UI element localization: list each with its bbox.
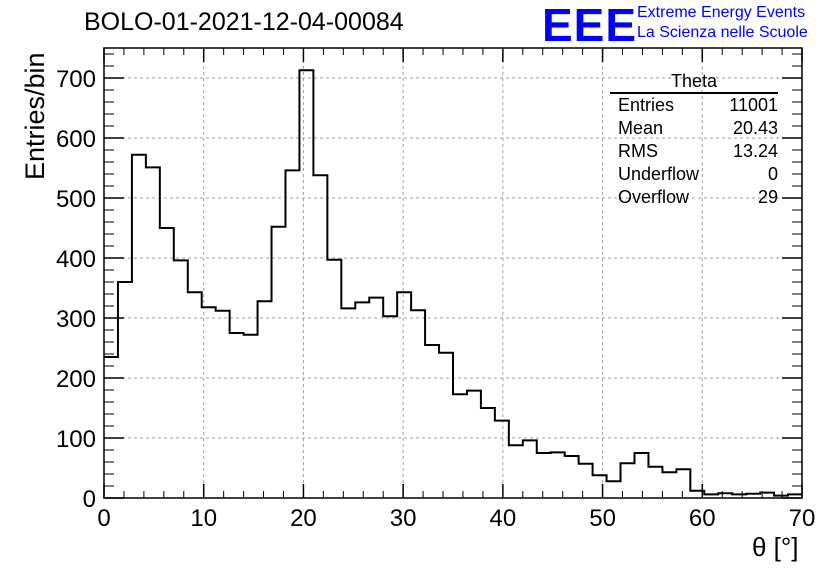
stats-label: RMS bbox=[618, 141, 658, 161]
stats-row-entries: Entries 11001 bbox=[610, 94, 778, 117]
stats-row-mean: Mean 20.43 bbox=[610, 117, 778, 140]
stats-row-underflow: Underflow 0 bbox=[610, 163, 778, 186]
y-tick-label: 300 bbox=[56, 306, 96, 333]
y-tick-label: 400 bbox=[56, 246, 96, 273]
logo-caption-line2: La Scienza nelle Scuole bbox=[637, 24, 808, 41]
stats-value: 11001 bbox=[729, 95, 778, 115]
stats-value: 0 bbox=[767, 164, 778, 184]
x-tick-label: 70 bbox=[789, 505, 816, 532]
stats-label: Underflow bbox=[618, 164, 700, 184]
y-tick-label: 100 bbox=[56, 426, 96, 453]
y-tick-label: 600 bbox=[56, 126, 96, 153]
x-axis-label: θ [°] bbox=[752, 532, 799, 562]
eee-logo: EEE bbox=[542, 0, 638, 51]
stats-value: 20.43 bbox=[732, 118, 778, 138]
plot-frame bbox=[103, 47, 803, 499]
stats-box: Theta Entries 11001 Mean 20.43 RMS 13.24… bbox=[610, 72, 778, 209]
x-tick-label: 50 bbox=[589, 505, 616, 532]
stats-row-overflow: Overflow 29 bbox=[610, 186, 778, 209]
x-tick-label: 60 bbox=[689, 505, 716, 532]
y-tick-label: 200 bbox=[56, 366, 96, 393]
y-tick-label: 500 bbox=[56, 186, 96, 213]
chart-title: BOLO-01-2021-12-04-00084 bbox=[84, 8, 404, 36]
x-tick-label: 10 bbox=[190, 505, 217, 532]
y-axis-label: Entries/bin bbox=[20, 52, 50, 180]
stats-title: Theta bbox=[610, 72, 778, 94]
logo-caption-line1: Extreme Energy Events bbox=[637, 4, 806, 21]
x-tick-label: 30 bbox=[390, 505, 417, 532]
stats-value: 13.24 bbox=[732, 141, 778, 161]
stats-label: Entries bbox=[618, 95, 675, 115]
stats-row-rms: RMS 13.24 bbox=[610, 140, 778, 163]
stats-label: Mean bbox=[618, 118, 664, 138]
axis-ticks bbox=[103, 48, 803, 499]
x-tick-label: 40 bbox=[490, 505, 517, 532]
stats-label: Overflow bbox=[618, 187, 690, 207]
y-tick-label: 0 bbox=[83, 486, 96, 513]
grid-lines bbox=[104, 48, 802, 498]
x-tick-label: 20 bbox=[290, 505, 317, 532]
y-tick-label: 700 bbox=[56, 66, 96, 93]
histogram-outline bbox=[104, 69, 802, 497]
stats-value: 29 bbox=[757, 187, 778, 207]
x-tick-label: 0 bbox=[97, 505, 110, 532]
